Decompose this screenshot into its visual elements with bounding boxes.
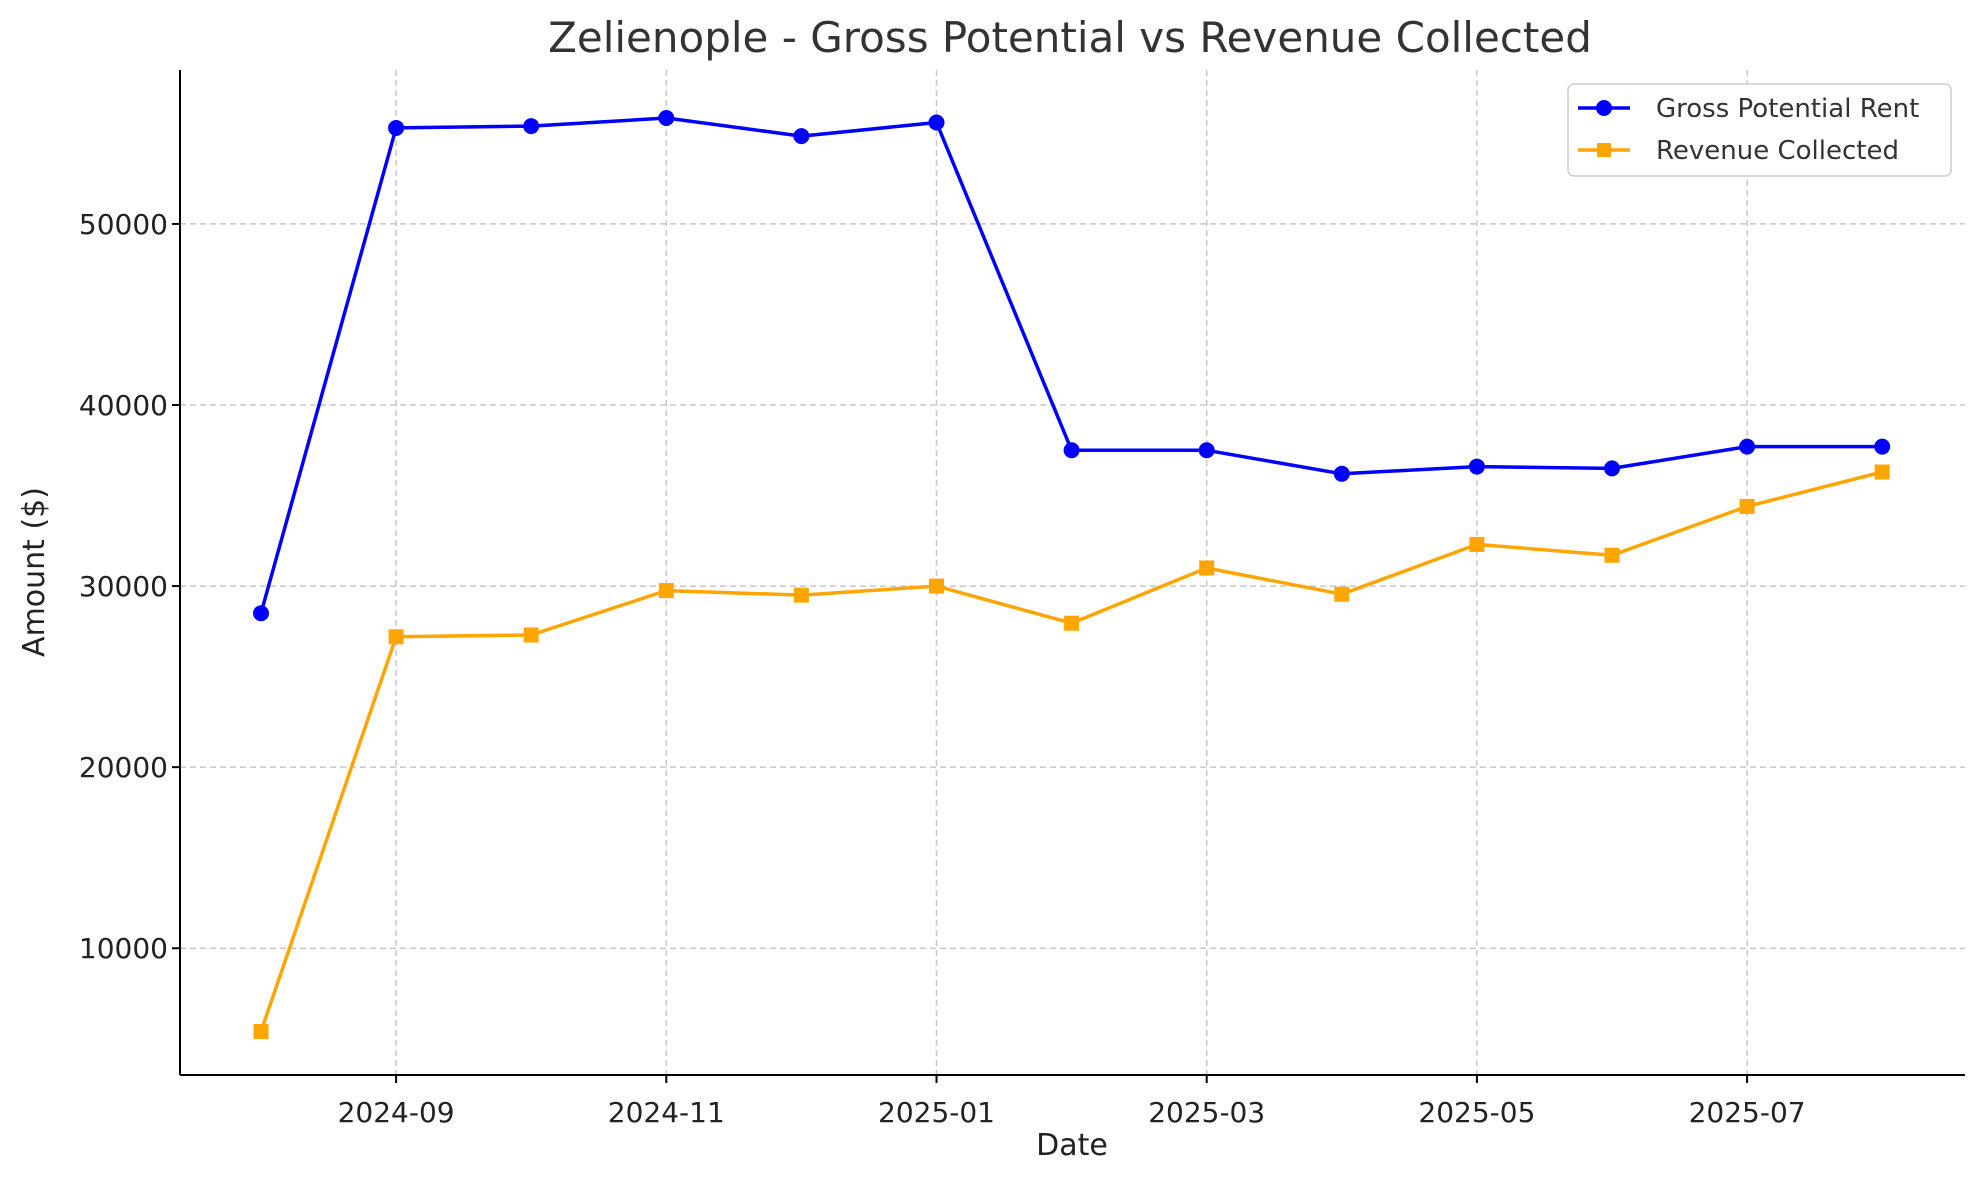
data-point-revenue-collected xyxy=(929,578,944,594)
y-tick-label: 30000 xyxy=(79,570,168,603)
x-tick-label: 2024-11 xyxy=(608,1096,725,1129)
data-point-gross-potential-rent xyxy=(1739,438,1756,455)
data-point-revenue-collected xyxy=(1874,464,1890,480)
data-point-revenue-collected xyxy=(1064,615,1080,631)
y-tick-label: 10000 xyxy=(79,932,168,965)
series-revenue-collected xyxy=(253,464,1890,1040)
x-tick-label: 2025-07 xyxy=(1689,1096,1806,1129)
legend-box xyxy=(1567,83,1952,177)
x-tick-label: 2024-09 xyxy=(338,1096,455,1129)
y-tick-label: 40000 xyxy=(79,389,168,422)
y-axis-ticks: 10000 20000 30000 40000 50000 xyxy=(79,208,180,965)
x-tick-label: 2025-03 xyxy=(1148,1096,1265,1129)
data-point-revenue-collected xyxy=(658,583,674,599)
data-point-gross-potential-rent xyxy=(253,605,269,622)
legend-marker-gross-potential-rent xyxy=(1596,100,1612,116)
data-point-revenue-collected xyxy=(523,627,539,643)
y-tick-label: 50000 xyxy=(79,208,168,241)
x-tick-label: 2025-05 xyxy=(1418,1096,1535,1129)
data-point-revenue-collected xyxy=(388,629,404,645)
legend: Gross Potential Rent Revenue Collected xyxy=(1567,83,1952,177)
x-axis-title: Date xyxy=(1036,1128,1108,1163)
data-point-gross-potential-rent xyxy=(1468,458,1485,475)
legend-label-gross-potential-rent: Gross Potential Rent xyxy=(1656,94,1919,124)
data-point-revenue-collected xyxy=(1739,498,1755,514)
data-point-gross-potential-rent xyxy=(1874,438,1891,455)
data-point-revenue-collected xyxy=(793,587,809,603)
data-point-gross-potential-rent xyxy=(793,128,810,145)
data-point-revenue-collected xyxy=(1334,586,1350,602)
series-layer xyxy=(253,109,1891,1040)
data-point-gross-potential-rent xyxy=(523,118,540,135)
data-point-gross-potential-rent xyxy=(1604,460,1620,477)
data-point-gross-potential-rent xyxy=(928,114,945,131)
legend-marker-revenue-collected xyxy=(1597,143,1611,157)
data-point-gross-potential-rent xyxy=(1063,442,1080,459)
x-axis-ticks: 2024-09 2024-11 2025-01 2025-03 2025-05 2025-… xyxy=(338,1075,1806,1129)
series-gross-potential-rent xyxy=(253,109,1891,622)
y-axis-title: Amount ($) xyxy=(17,487,52,657)
chart-title: Zelienople - Gross Potential vs Revenue … xyxy=(548,13,1592,62)
series-line-gross-potential-rent xyxy=(259,116,1883,614)
x-tick-label: 2025-01 xyxy=(878,1096,995,1129)
data-point-revenue-collected xyxy=(1199,560,1215,576)
data-point-gross-potential-rent xyxy=(388,119,405,136)
data-point-gross-potential-rent xyxy=(1333,465,1350,482)
data-point-revenue-collected xyxy=(253,1024,269,1040)
grid xyxy=(180,70,1965,1075)
legend-label-revenue-collected: Revenue Collected xyxy=(1656,136,1899,166)
y-tick-label: 20000 xyxy=(79,751,168,784)
axes xyxy=(179,70,1965,1076)
data-point-revenue-collected xyxy=(1469,536,1485,552)
data-point-gross-potential-rent xyxy=(1198,442,1215,459)
data-point-revenue-collected xyxy=(1604,547,1620,563)
data-point-gross-potential-rent xyxy=(658,109,675,126)
